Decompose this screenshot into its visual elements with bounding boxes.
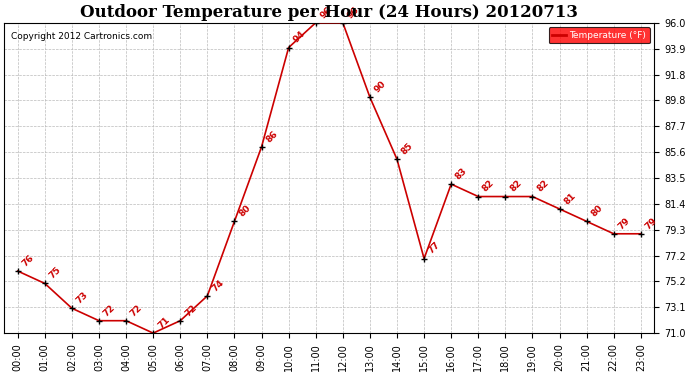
Text: 96: 96 (319, 4, 334, 20)
Text: 72: 72 (183, 303, 198, 318)
Text: 82: 82 (508, 178, 523, 194)
Text: 81: 81 (562, 191, 578, 206)
Text: 74: 74 (210, 278, 226, 293)
Text: 72: 72 (129, 303, 144, 318)
Text: 94: 94 (291, 29, 307, 45)
Text: 86: 86 (264, 129, 279, 144)
Text: 80: 80 (589, 204, 604, 219)
Text: 83: 83 (454, 166, 469, 182)
Text: 82: 82 (481, 178, 496, 194)
Text: 96: 96 (346, 4, 361, 20)
Text: 77: 77 (427, 240, 442, 256)
Text: 80: 80 (237, 204, 253, 219)
Text: 75: 75 (48, 266, 63, 280)
Text: 72: 72 (101, 303, 117, 318)
Text: 79: 79 (644, 216, 659, 231)
Text: 82: 82 (535, 178, 551, 194)
Text: 76: 76 (21, 253, 36, 268)
Text: 73: 73 (75, 290, 90, 306)
Text: 85: 85 (400, 141, 415, 156)
Title: Outdoor Temperature per Hour (24 Hours) 20120713: Outdoor Temperature per Hour (24 Hours) … (80, 4, 578, 21)
Text: Copyright 2012 Cartronics.com: Copyright 2012 Cartronics.com (10, 32, 152, 41)
Text: 71: 71 (156, 315, 171, 330)
Text: 79: 79 (616, 216, 632, 231)
Legend: Temperature (°F): Temperature (°F) (549, 27, 650, 44)
Text: 90: 90 (373, 79, 388, 94)
